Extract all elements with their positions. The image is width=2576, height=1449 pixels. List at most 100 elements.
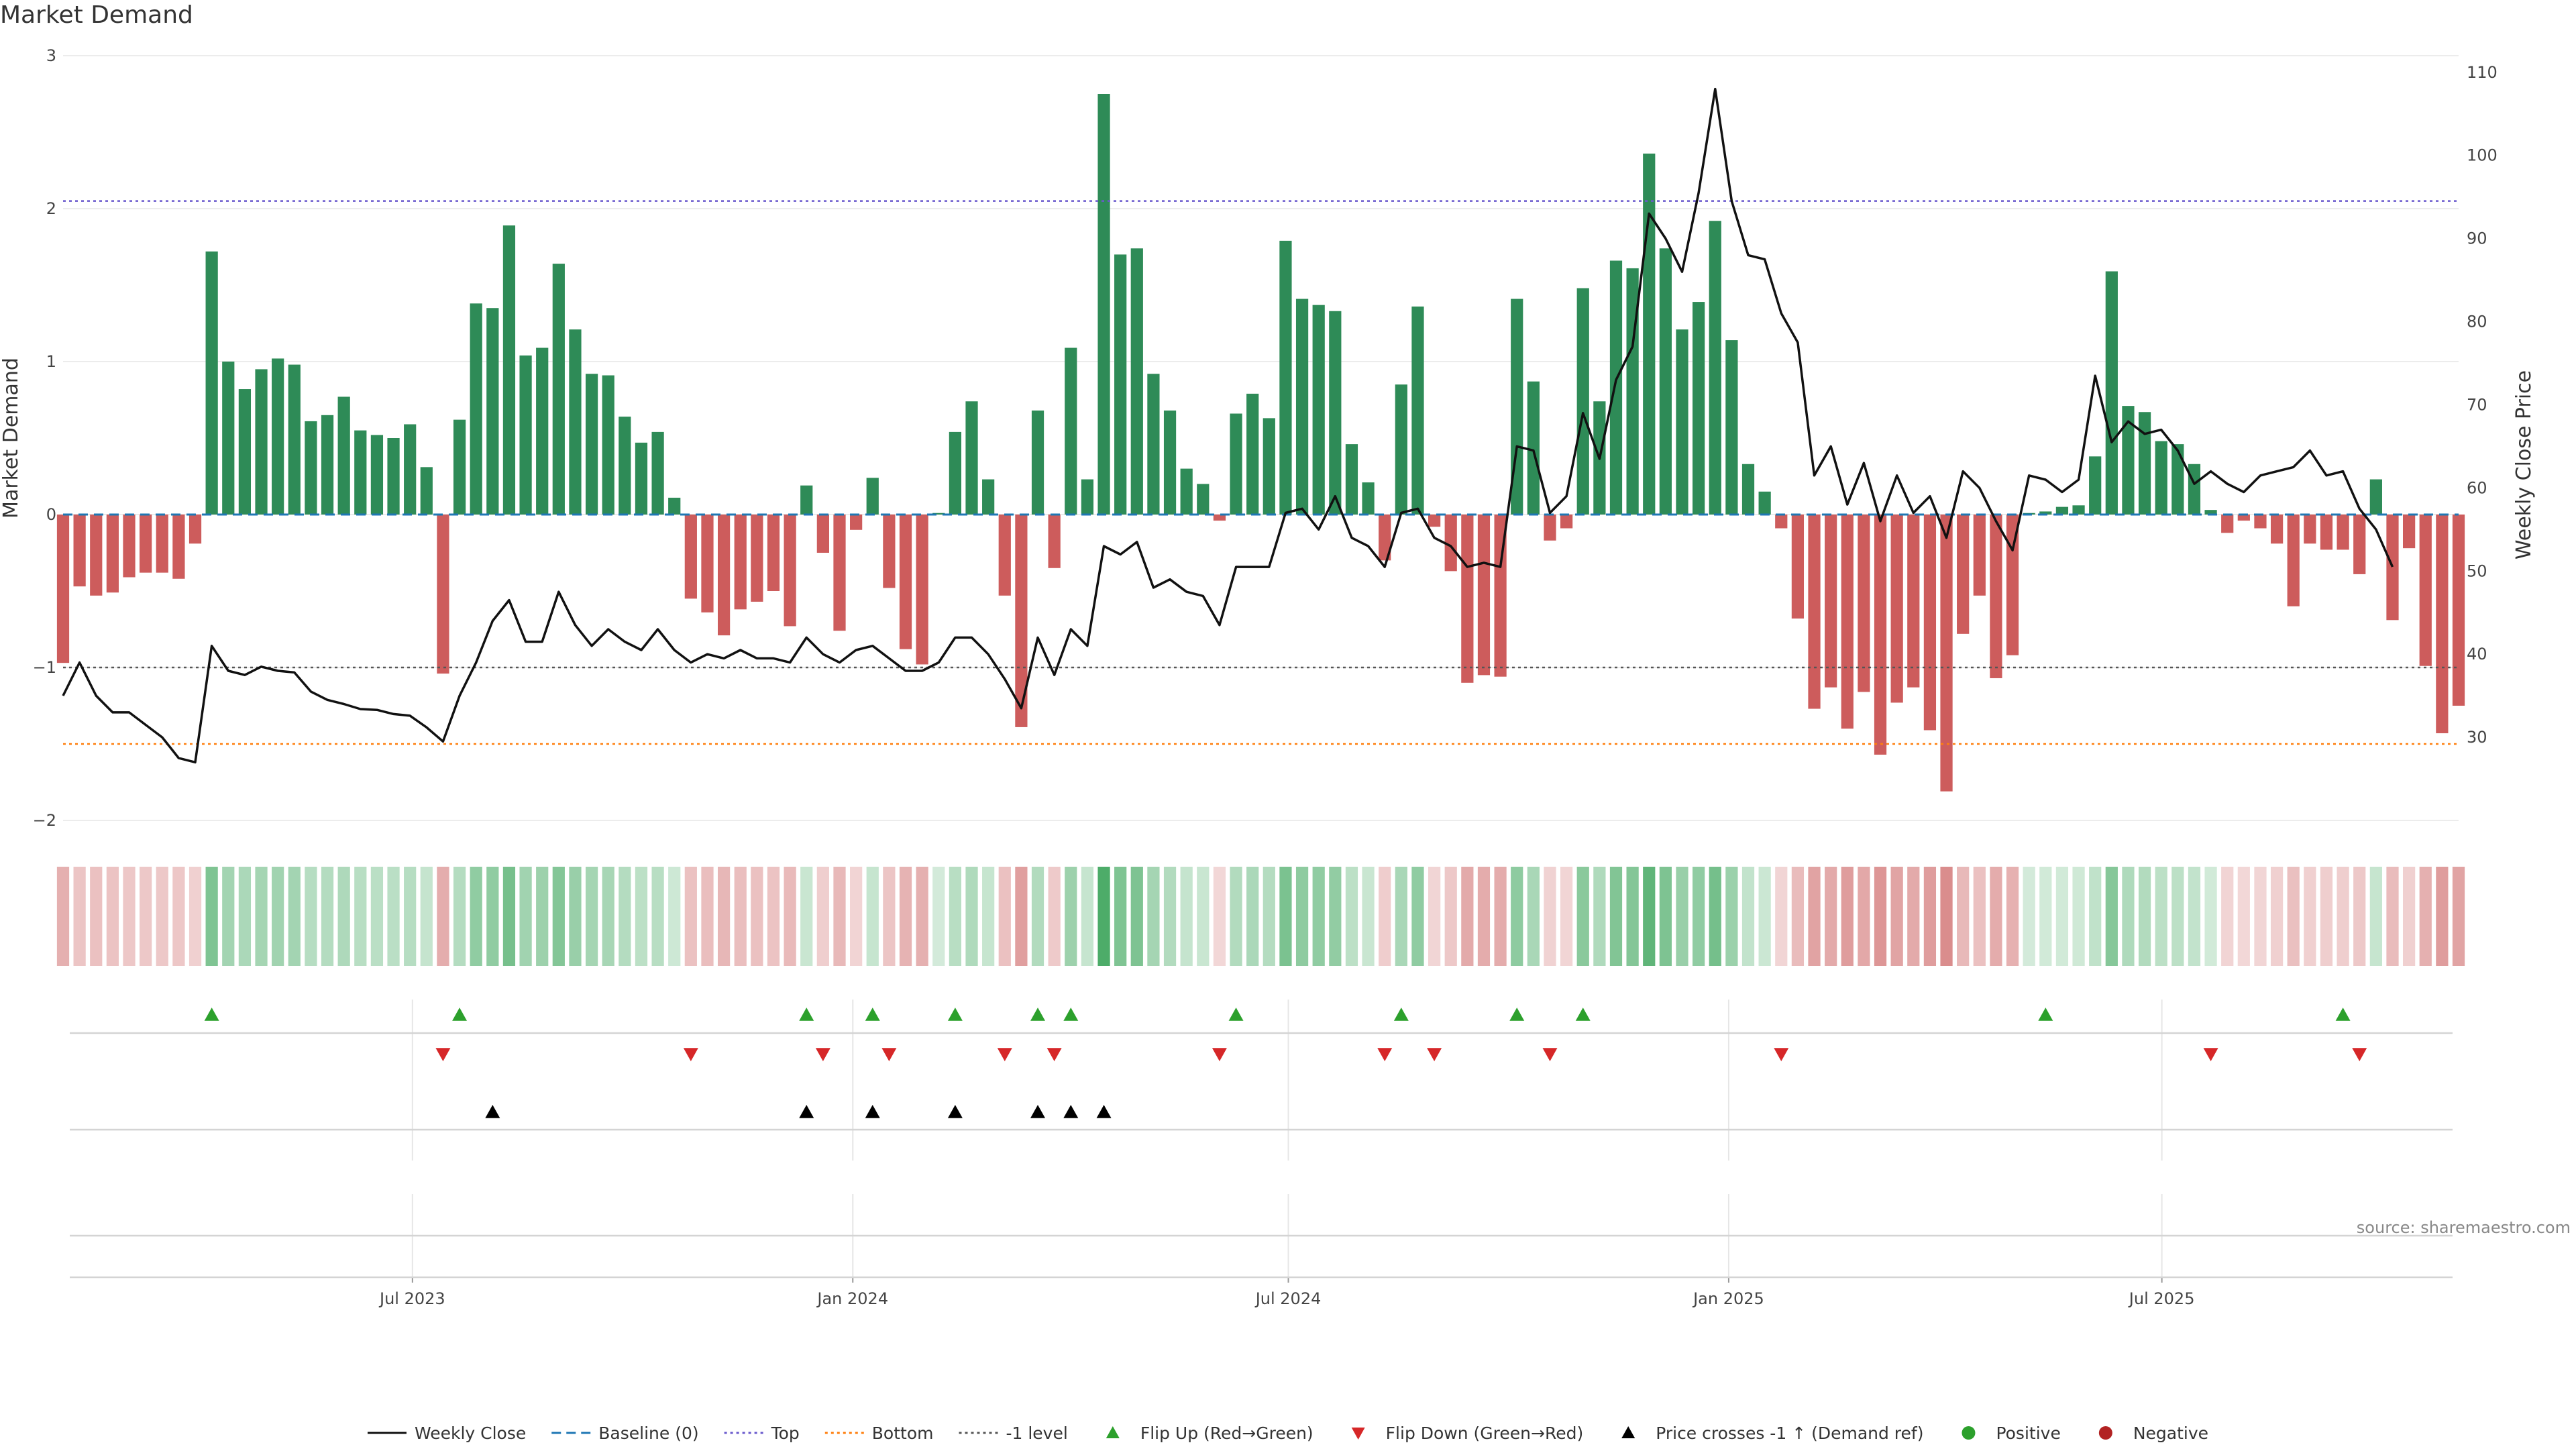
flip-up-marker — [799, 1008, 814, 1021]
heat-strip-cell — [2039, 867, 2052, 966]
legend-label: Flip Up (Red→Green) — [1140, 1424, 1313, 1443]
demand-bar — [767, 515, 780, 591]
demand-bar — [2188, 464, 2201, 515]
demand-bar — [816, 515, 829, 553]
heat-strip-cell — [2320, 867, 2333, 966]
demand-bar — [73, 515, 86, 587]
flip-down-marker — [2352, 1048, 2367, 1061]
heat-strip-cell — [1246, 867, 1259, 966]
heat-strip-cell — [1923, 867, 1937, 966]
flip-up-marker — [1509, 1008, 1525, 1021]
heat-strip-cell — [420, 867, 433, 966]
flip-up-marker — [947, 1008, 963, 1021]
legend-label: Price crosses -1 ↑ (Demand ref) — [1656, 1424, 1923, 1443]
demand-bar — [1312, 305, 1325, 515]
legend-item: Bottom — [824, 1424, 933, 1443]
demand-bar — [1461, 515, 1474, 683]
legend-item: Positive — [1962, 1424, 2061, 1443]
demand-bar — [751, 515, 763, 602]
demand-bar — [1411, 306, 1424, 515]
demand-bar — [1609, 260, 1623, 515]
heat-strip-cell — [1180, 867, 1193, 966]
legend-swatch — [1351, 1428, 1365, 1440]
demand-bar — [1329, 311, 1342, 515]
demand-bar — [1477, 515, 1491, 676]
demand-bar — [1114, 254, 1127, 515]
heat-strip-cell — [883, 867, 896, 966]
heat-strip-cell — [2436, 867, 2449, 966]
y-tick-label: 0 — [46, 505, 56, 524]
demand-bar — [602, 375, 614, 515]
heat-strip-cell — [932, 867, 945, 966]
demand-bar — [800, 485, 813, 515]
heat-strip-cell — [2353, 867, 2366, 966]
price-cross-marker — [1063, 1105, 1079, 1118]
demand-bar — [668, 497, 681, 515]
heat-strip-cell — [2006, 867, 2019, 966]
flip-down-marker — [1212, 1048, 1227, 1061]
y2-tick-label: 90 — [2467, 229, 2487, 248]
demand-bar — [1230, 413, 1242, 515]
demand-bar — [437, 515, 449, 674]
demand-bar — [238, 389, 252, 515]
demand-bar — [1676, 329, 1688, 515]
legend-label: Positive — [1996, 1424, 2060, 1443]
heat-strip-cell — [1213, 867, 1226, 966]
heat-strip-cell — [1048, 867, 1061, 966]
demand-bar — [354, 430, 367, 515]
demand-bar — [1147, 374, 1160, 515]
demand-bar — [1874, 515, 1887, 755]
demand-bar — [486, 308, 499, 515]
flip-up-marker — [865, 1008, 880, 1021]
heat-strip-cell — [56, 867, 70, 966]
demand-bar — [2353, 515, 2366, 574]
heat-strip-cell — [949, 867, 962, 966]
heat-strip-cell — [1379, 867, 1391, 966]
heat-strip-cell — [272, 867, 284, 966]
demand-bar — [387, 438, 400, 515]
y2-tick-label: 60 — [2467, 478, 2487, 497]
heat-strip-cell — [205, 867, 218, 966]
demand-bar — [337, 396, 350, 515]
demand-bar — [2105, 271, 2118, 515]
heat-strip-cell — [1940, 867, 1953, 966]
demand-bar — [1395, 384, 1407, 515]
demand-bar — [470, 303, 482, 515]
demand-bar — [1494, 515, 1507, 677]
flip-down-marker — [435, 1048, 451, 1061]
heat-strip-cell — [1791, 867, 1805, 966]
heat-strip-cell — [1031, 867, 1044, 966]
demand-bar — [519, 355, 532, 515]
demand-bar — [1775, 515, 1788, 529]
heat-strip-cell — [502, 867, 516, 966]
demand-bar — [2320, 515, 2333, 550]
heat-strip-cell — [1345, 867, 1358, 966]
legend-label: Baseline (0) — [598, 1424, 698, 1443]
demand-bar — [1444, 515, 1457, 572]
source-note: source: sharemaestro.com — [2356, 1218, 2571, 1237]
heat-strip-cell — [123, 867, 136, 966]
heat-strip-cell — [1957, 867, 1970, 966]
heat-strip-cell — [1015, 867, 1028, 966]
heat-strip-cell — [602, 867, 614, 966]
heat-strip-cell — [816, 867, 829, 966]
legend-item: -1 level — [959, 1424, 1068, 1443]
heat-strip-cell — [1775, 867, 1788, 966]
demand-bar — [222, 362, 235, 515]
y2-axis-label: Weekly Close Price — [2512, 370, 2536, 559]
heat-strip-cell — [2254, 867, 2267, 966]
flip-up-marker — [1228, 1008, 1244, 1021]
heat-strip-cell — [1659, 867, 1672, 966]
demand-bar — [1279, 240, 1292, 515]
heat-strip-cell — [833, 867, 846, 966]
heat-strip-cell — [1576, 867, 1589, 966]
demand-bar — [1791, 515, 1805, 619]
demand-bar — [1379, 515, 1391, 561]
flip-down-marker — [1542, 1048, 1558, 1061]
heat-strip-cell — [1395, 867, 1407, 966]
demand-bar — [1428, 515, 1441, 527]
demand-bar — [1758, 491, 1771, 515]
heat-strip-cell — [156, 867, 168, 966]
heat-strip-cell — [2337, 867, 2349, 966]
heat-strip-cell — [1197, 867, 1210, 966]
